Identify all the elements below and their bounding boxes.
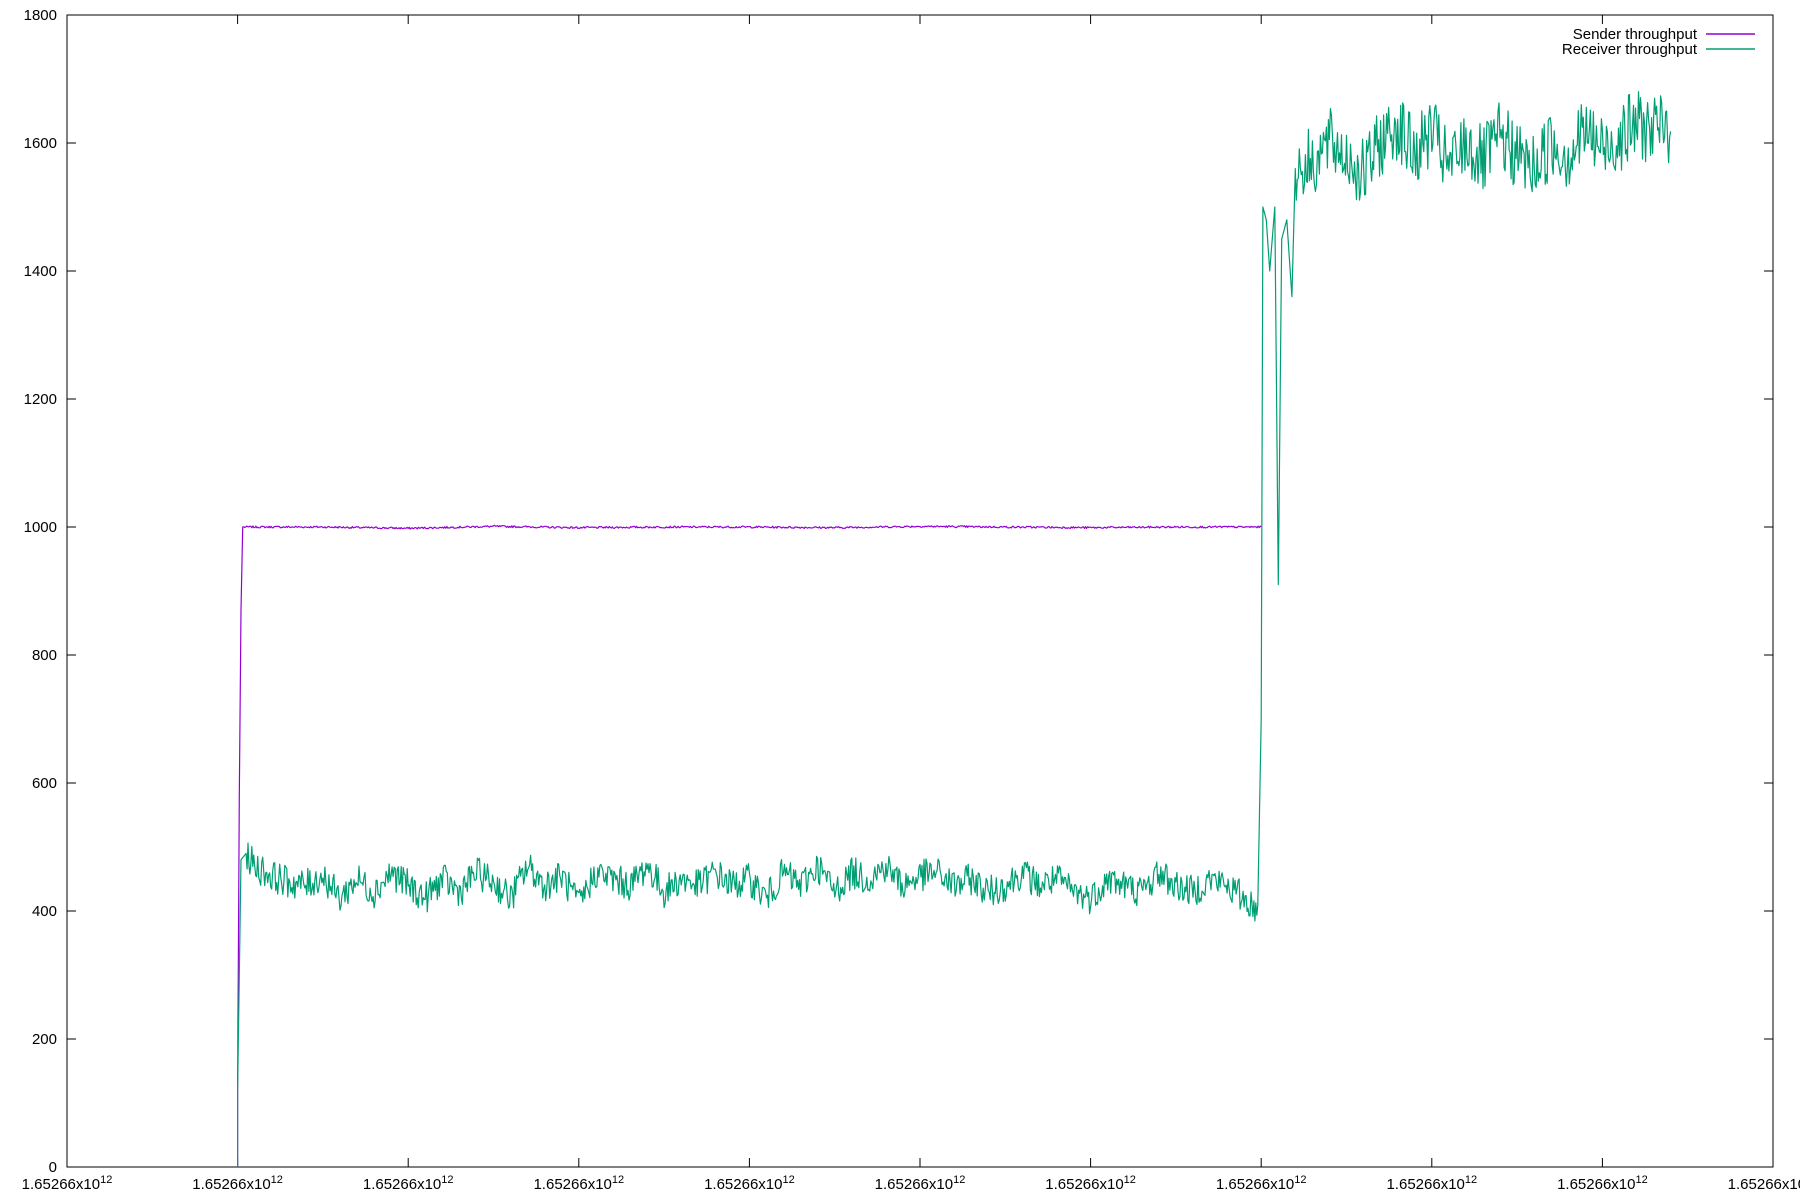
y-tick-label: 1000	[24, 519, 57, 536]
y-tick-label: 1400	[24, 263, 57, 280]
x-tick-label: 1.65266x1012	[22, 1174, 113, 1193]
y-tick-label: 1600	[24, 135, 57, 152]
y-tick-label: 600	[32, 775, 57, 792]
axis-ticks: 0 200 400 600 800 1000 1200 1400 1600 1800 1.65266…	[22, 7, 1800, 1193]
x-tick-label: 1.65266x1012	[363, 1174, 454, 1193]
x-tick-label: 1.65266x1012	[192, 1174, 283, 1193]
x-tick-label: 1.65266x1012	[533, 1174, 624, 1193]
x-tick-label: 1.65266x1012	[1045, 1174, 1136, 1193]
y-tick-label: 200	[32, 1031, 57, 1048]
x-tick-label: 1.65266x1012	[1386, 1174, 1477, 1193]
y-tick-label: 1800	[24, 7, 57, 24]
x-tick-label: 1.65266x1012	[704, 1174, 795, 1193]
y-tick-label: 0	[49, 1159, 57, 1176]
x-tick-label: 1.65266x1012	[1728, 1174, 1800, 1193]
series-layer	[237, 91, 1672, 1167]
y-tick-label: 1200	[24, 391, 57, 408]
x-tick-label: 1.65266x1012	[875, 1174, 966, 1193]
legend-label: Sender throughput	[1573, 26, 1698, 43]
legend-label: Receiver throughput	[1562, 41, 1698, 58]
y-tick-label: 400	[32, 903, 57, 920]
series-line-sender	[237, 524, 1262, 1167]
series-line-receiver	[237, 91, 1672, 1167]
plot-frame	[66, 14, 1774, 1168]
x-tick-label: 1.65266x1012	[1216, 1174, 1307, 1193]
y-tick-label: 800	[32, 647, 57, 664]
x-tick-label: 1.65266x1012	[1557, 1174, 1648, 1193]
